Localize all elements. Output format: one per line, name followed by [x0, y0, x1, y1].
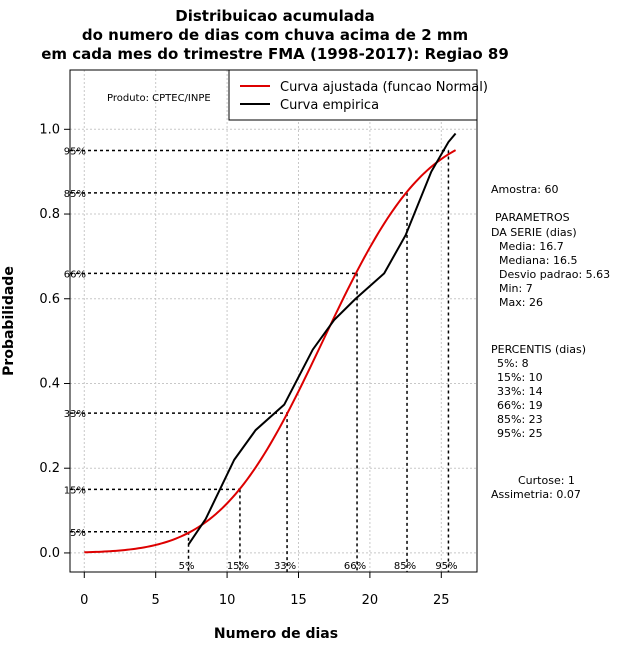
legend: Curva ajustada (funcao Normal) Curva emp…: [228, 69, 488, 121]
guide-xlabel-5: 95%: [435, 561, 457, 572]
percentile-guides: [70, 149, 450, 572]
stat-mean: Media: 16.7: [499, 240, 564, 253]
grid-lines: [70, 70, 477, 572]
stat-p85: 85%: 23: [497, 413, 543, 426]
x-tick-label-3: 15: [290, 593, 307, 608]
guide-xlabel-4: 85%: [394, 561, 416, 572]
guide-ylabel-1: 15%: [64, 485, 86, 496]
y-tick-label-4: 0.8: [39, 207, 60, 222]
y-tick-label-0: 0.0: [39, 546, 60, 561]
x-tick-label-1: 5: [152, 593, 160, 608]
guide-xlabel-1: 15%: [227, 561, 249, 572]
x-tick-label-4: 20: [362, 593, 379, 608]
chart-title-line-2: do numero de dias com chuva acima de 2 m…: [82, 26, 468, 44]
stat-sd: Desvio padrao: 5.63: [499, 268, 610, 281]
x-tick-label-0: 0: [80, 593, 88, 608]
stat-params-header: PARAMETROS: [495, 211, 570, 224]
guide-ylabel-2: 33%: [64, 409, 86, 420]
stat-params-subheader: DA SERIE (dias): [491, 226, 577, 239]
stat-median: Mediana: 16.5: [499, 254, 577, 267]
stat-skewness: Assimetria: 0.07: [491, 488, 581, 501]
x-tick-label-5: 25: [433, 593, 450, 608]
y-tick-label-2: 0.4: [39, 376, 60, 391]
x-axis-title: Numero de dias: [214, 626, 338, 642]
stat-percentis-header: PERCENTIS (dias): [491, 343, 586, 356]
stat-kurtosis: Curtose: 1: [518, 474, 575, 487]
legend-box: [228, 69, 478, 121]
stat-max: Max: 26: [499, 296, 543, 309]
y-tick-label-1: 0.2: [39, 461, 60, 476]
credit-text: Produto: CPTEC/INPE: [107, 93, 211, 104]
chart-title-line-3: em cada mes do trimestre FMA (1998-2017)…: [41, 45, 509, 63]
stat-p5: 5%: 8: [497, 357, 529, 370]
stat-p66: 66%: 19: [497, 399, 543, 412]
empirical-curve: [187, 132, 457, 546]
stats-panel: Amostra: 60 PARAMETROS DA SERIE (dias) M…: [491, 183, 610, 501]
guide-ylabel-4: 85%: [64, 189, 86, 200]
percentile-labels: 5% 5% 15% 15% 33% 33% 66% 66% 85% 85% 95% 95%: [64, 146, 458, 572]
y-tick-label-5: 1.0: [39, 122, 60, 137]
guide-ylabel-5: 95%: [64, 146, 86, 157]
chart-title-line-1: Distribuicao acumulada: [175, 7, 374, 25]
guide-xlabel-3: 66%: [344, 561, 366, 572]
stat-sample: Amostra: 60: [491, 183, 558, 196]
x-axis: 0 5 10 15 20 25: [80, 572, 450, 608]
y-axis: 0.0 0.2 0.4 0.6 0.8 1.0: [39, 122, 70, 561]
stat-p15: 15%: 10: [497, 371, 543, 384]
guide-ylabel-0: 5%: [70, 528, 86, 539]
y-axis-title: Probabilidade: [1, 266, 17, 376]
stat-min: Min: 7: [499, 282, 533, 295]
guide-xlabel-2: 33%: [274, 561, 296, 572]
y-tick-label-3: 0.6: [39, 292, 60, 307]
x-tick-label-2: 10: [219, 593, 236, 608]
stat-p33: 33%: 14: [497, 385, 543, 398]
guide-ylabel-3: 66%: [64, 269, 86, 280]
plot-area-border: [69, 69, 478, 573]
guide-xlabel-0: 5%: [179, 561, 195, 572]
normal-fit-curve: [84, 149, 457, 554]
legend-label-empirical: Curva empirica: [280, 98, 379, 113]
legend-label-normal: Curva ajustada (funcao Normal): [280, 80, 488, 95]
stat-p95: 95%: 25: [497, 427, 543, 440]
